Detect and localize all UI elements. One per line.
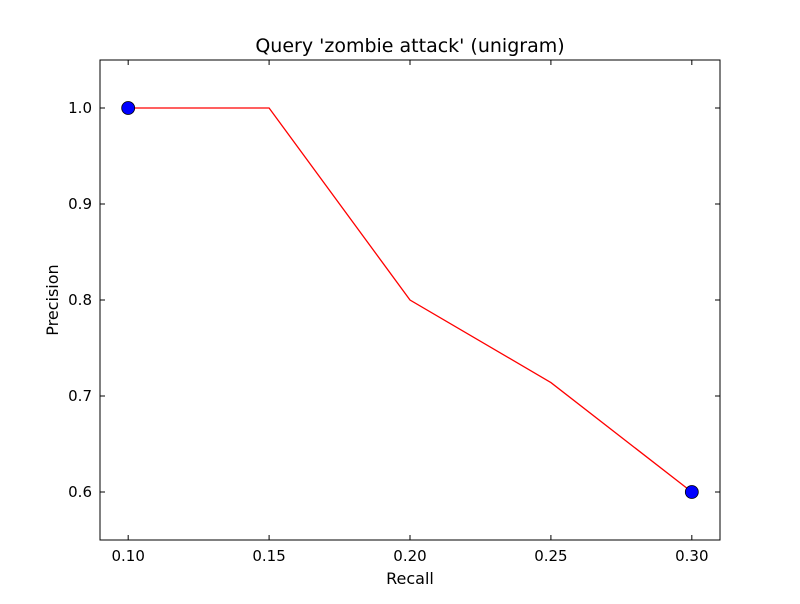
x-tick-label: 0.25: [534, 547, 567, 565]
y-tick-label: 1.0: [68, 99, 92, 117]
x-tick-label: 0.20: [393, 547, 426, 565]
y-tick-label: 0.6: [68, 483, 92, 501]
x-tick-label: 0.15: [252, 547, 285, 565]
x-tick-label: 0.10: [111, 547, 144, 565]
data-point-marker: [121, 101, 136, 115]
y-axis-label: Precision: [43, 264, 62, 335]
x-tick-label: 0.30: [675, 547, 708, 565]
chart-title: Query 'zombie attack' (unigram): [255, 35, 564, 57]
data-point-marker: [684, 485, 699, 499]
precision-recall-line: [128, 107, 693, 493]
y-tick-label: 0.8: [68, 291, 92, 309]
y-tick-label: 0.9: [68, 195, 92, 213]
plot-area: 0.10 0.15 0.20 0.25 0.30 0.6 0.7 0.8 0.9 1.0: [68, 59, 721, 565]
x-axis-label: Recall: [386, 569, 434, 588]
y-tick-label: 0.7: [68, 387, 92, 405]
